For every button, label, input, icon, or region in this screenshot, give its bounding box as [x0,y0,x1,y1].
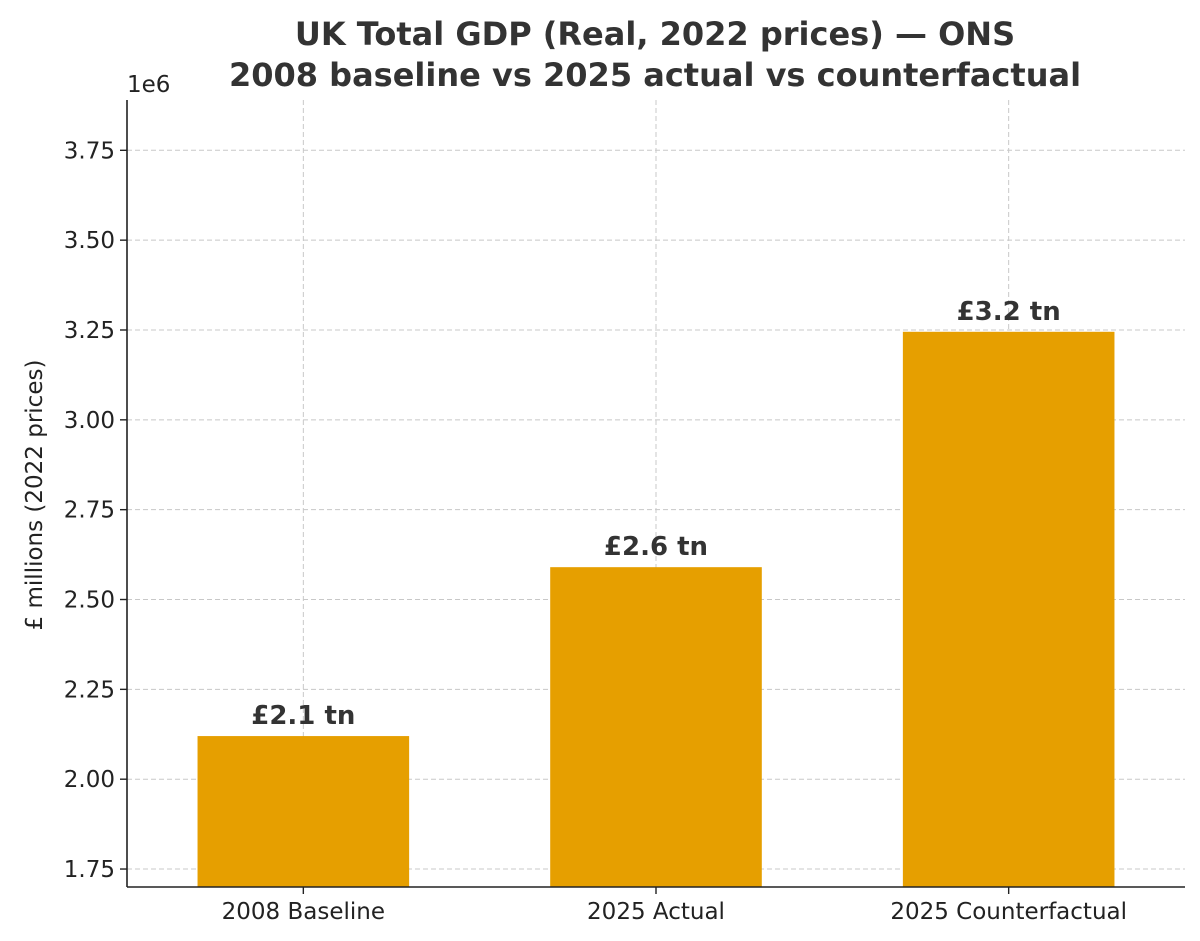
chart-title-line-2: 2008 baseline vs 2025 actual vs counterf… [229,56,1081,94]
y-tick-label: 2.50 [64,588,115,614]
y-tick-label: 3.00 [64,408,115,434]
bar [197,736,410,887]
x-tick-label: 2008 Baseline [222,899,385,925]
y-tick-label: 2.25 [64,677,115,703]
bar-value-label: £2.6 tn [604,532,708,562]
y-tick-label: 2.75 [64,498,115,524]
x-tick-label: 2025 Actual [587,899,725,925]
bar [550,567,762,887]
chart-title-line-1: UK Total GDP (Real, 2022 prices) — ONS [295,15,1015,53]
bars [197,331,1115,887]
y-tick-label: 3.75 [64,138,115,164]
y-axis-label: £ millions (2022 prices) [22,360,48,631]
y-tick-label: 3.25 [64,318,115,344]
y-axis-offset-text: 1e6 [127,72,170,98]
bar-value-label: £3.2 tn [957,297,1061,327]
x-tick-label: 2025 Counterfactual [890,899,1127,925]
bar [902,331,1115,887]
bar-value-label: £2.1 tn [251,701,355,731]
y-tick-label: 2.00 [64,767,115,793]
ticks: 1.75 2.00 2.25 2.50 2.75 3.00 3.25 3.50 3.75 2008… [64,138,1127,925]
data-labels: £2.1 tn £2.6 tn £3.2 tn [251,297,1060,731]
y-tick-label: 3.50 [64,228,115,254]
y-tick-label: 1.75 [64,857,115,883]
